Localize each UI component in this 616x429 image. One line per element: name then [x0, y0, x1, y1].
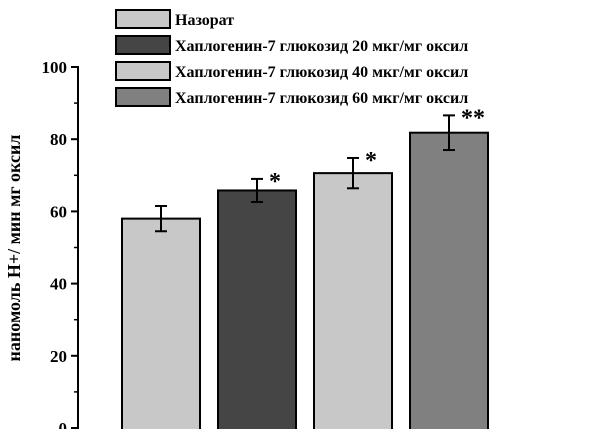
legend-swatch-1 [115, 9, 171, 29]
y-tick-label: 60 [50, 202, 67, 221]
y-tick-label: 20 [50, 347, 67, 366]
legend-swatch-2 [115, 35, 171, 55]
legend-label-1: Назорат [175, 12, 234, 29]
significance-marker-2: * [269, 169, 281, 195]
y-tick-label: 80 [50, 130, 67, 149]
legend: Назорат Хаплогенин-7 глюкозид 20 мкг/мг о… [115, 9, 468, 107]
significance-marker-3: * [365, 148, 377, 174]
bar-3 [313, 172, 393, 429]
bar-1 [121, 217, 201, 429]
legend-swatch-4 [115, 87, 171, 107]
significance-marker-4: ** [461, 105, 485, 131]
legend-swatch-3 [115, 61, 171, 81]
legend-label-4: Хаплогенин-7 глюкозид 60 мкг/мг оксил [175, 90, 468, 107]
y-axis-label: наномоль Н+/ мин мг оксил [4, 135, 24, 362]
legend-label-2: Хаплогенин-7 глюкозид 20 мкг/мг оксил [175, 38, 468, 55]
y-tick-label: 0 [59, 419, 68, 429]
y-tick-label: 40 [50, 275, 67, 294]
bar-4 [409, 131, 489, 429]
y-tick-label: 100 [42, 58, 68, 77]
bar-2 [217, 189, 297, 429]
legend-label-3: Хаплогенин-7 глюкозид 40 мкг/мг оксил [175, 64, 468, 81]
